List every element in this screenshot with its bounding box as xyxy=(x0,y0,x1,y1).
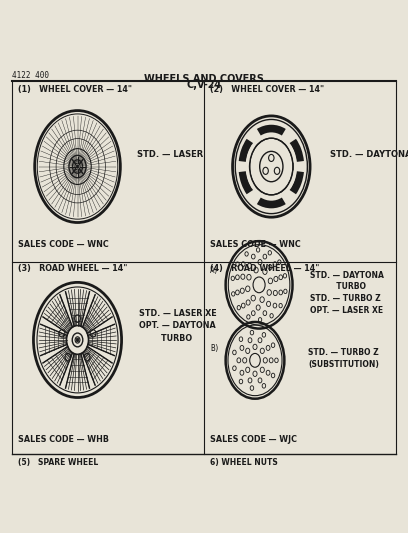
Text: WHEELS AND COVERS: WHEELS AND COVERS xyxy=(144,74,264,84)
Text: (1)   WHEEL COVER — 14": (1) WHEEL COVER — 14" xyxy=(18,85,132,94)
Text: STD. — DAYTONA
          TURBO
STD. — TURBO Z
OPT. — LASER XE: STD. — DAYTONA TURBO STD. — TURBO Z OPT.… xyxy=(310,271,384,315)
Text: SALES CODE — WJC: SALES CODE — WJC xyxy=(210,434,297,443)
Text: (3)   ROAD WHEEL — 14": (3) ROAD WHEEL — 14" xyxy=(18,264,128,273)
Ellipse shape xyxy=(75,337,80,343)
Text: STD. — LASER XE
OPT. — DAYTONA
        TURBO: STD. — LASER XE OPT. — DAYTONA TURBO xyxy=(139,309,216,343)
Text: C,V-24: C,V-24 xyxy=(186,79,222,90)
Text: (4)   ROAD WHEEL — 14": (4) ROAD WHEEL — 14" xyxy=(210,264,319,273)
Text: (5)   SPARE WHEEL: (5) SPARE WHEEL xyxy=(18,458,99,467)
Ellipse shape xyxy=(76,165,79,168)
Text: STD. — LASER: STD. — LASER xyxy=(137,150,203,159)
Text: 6) WHEEL NUTS: 6) WHEEL NUTS xyxy=(210,458,278,467)
Text: STD. — TURBO Z
(SUBSTITUTION): STD. — TURBO Z (SUBSTITUTION) xyxy=(308,348,379,369)
Text: SALES CODE — WHB: SALES CODE — WHB xyxy=(18,434,109,443)
Text: A): A) xyxy=(210,266,220,276)
Text: 4122 400: 4122 400 xyxy=(12,71,49,80)
Text: STD. — DAYTONA: STD. — DAYTONA xyxy=(330,150,408,159)
Ellipse shape xyxy=(76,338,79,342)
Text: SALES CODE — WNC: SALES CODE — WNC xyxy=(210,240,301,249)
Text: (2)   WHEEL COVER — 14": (2) WHEEL COVER — 14" xyxy=(210,85,324,94)
Text: B): B) xyxy=(210,344,220,353)
Text: SALES CODE — WNC: SALES CODE — WNC xyxy=(18,240,109,249)
